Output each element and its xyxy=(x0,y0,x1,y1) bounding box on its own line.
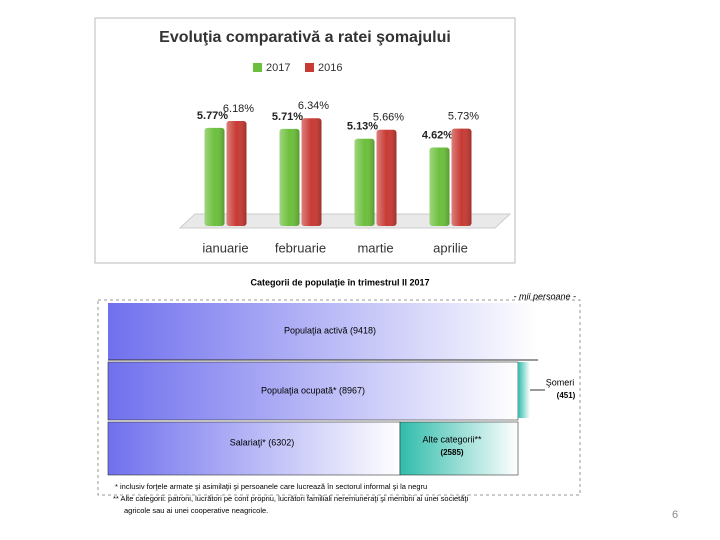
active-box xyxy=(108,303,538,360)
bar-shine xyxy=(279,128,300,226)
chart-floor xyxy=(178,213,512,229)
employed-label: Populaţia ocupată* (8967) xyxy=(261,385,365,395)
unemployed-value: (451) xyxy=(557,391,576,400)
other-label: Alte categorii** xyxy=(422,434,482,444)
chart-title: Evoluţia comparativă a ratei şomajului xyxy=(159,29,451,46)
bar-shine xyxy=(226,120,247,226)
value-label: 4.62% xyxy=(422,129,453,141)
active-label: Populaţia activă (9418) xyxy=(284,325,376,335)
value-label: 5.13% xyxy=(347,121,378,133)
bar-shine xyxy=(354,138,375,226)
value-label: 6.34% xyxy=(298,100,329,112)
other-value: (2585) xyxy=(440,448,463,457)
value-label: 5.73% xyxy=(448,110,479,122)
x-tick-label: ianuarie xyxy=(202,240,248,255)
diagram-frame xyxy=(97,299,581,496)
x-tick-label: martie xyxy=(357,240,393,255)
diagram-title: Categorii de populaţie în trimestrul II … xyxy=(250,277,429,287)
other-box xyxy=(399,421,519,476)
value-label: 6.18% xyxy=(223,103,254,115)
unemployed-label: Şomeri xyxy=(546,377,575,387)
x-tick-label: aprilie xyxy=(433,240,468,255)
legend-label: 2017 xyxy=(266,62,290,74)
bar-shine xyxy=(429,147,450,226)
footnote: * inclusiv forţele armate şi asimilaţii … xyxy=(115,482,427,491)
employees-box xyxy=(107,421,401,476)
unemployed-box xyxy=(518,362,530,418)
value-label: 5.71% xyxy=(272,111,303,123)
footnote: ** Alte categorii: patroni, lucrători pe… xyxy=(113,494,468,503)
value-label: 5.66% xyxy=(373,112,404,124)
legend-swatch xyxy=(305,63,314,72)
footnote: agricole sau ai unei cooperative neagric… xyxy=(124,506,268,515)
value-label: 5.77% xyxy=(197,110,228,122)
legend-swatch xyxy=(253,63,262,72)
x-tick-label: februarie xyxy=(275,240,326,255)
bar-shine xyxy=(301,118,322,226)
bar-shine xyxy=(451,128,472,226)
employed-box xyxy=(107,361,519,421)
unit: - mii persoane - xyxy=(513,291,576,301)
page-number: 6 xyxy=(672,509,678,521)
employees-label: Salariaţi* (6302) xyxy=(230,437,295,447)
legend-label: 2016 xyxy=(318,62,342,74)
bar-shine xyxy=(204,127,225,226)
bar-shine xyxy=(376,129,397,226)
